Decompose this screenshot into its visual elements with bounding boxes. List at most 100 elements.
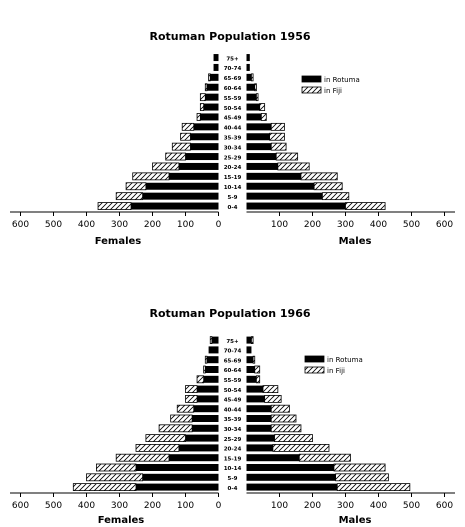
legend-swatch	[304, 355, 325, 363]
legend-label: in Rotuma	[324, 76, 360, 84]
bar-male-in-rotuma	[246, 93, 257, 101]
bar-male-in-fiji	[313, 182, 343, 191]
bar-male-in-fiji	[298, 453, 351, 462]
bar-female-in-rotuma	[190, 133, 219, 141]
legend-swatch	[301, 86, 322, 94]
bar-female-in-fiji	[72, 483, 137, 492]
bar-male-in-rotuma	[246, 73, 252, 81]
bar-male-in-rotuma	[246, 405, 272, 413]
bar-male-in-rotuma	[246, 385, 263, 393]
bar-male-in-rotuma	[246, 415, 272, 422]
bar-male-in-rotuma	[246, 395, 265, 403]
bar-male-in-rotuma	[246, 172, 301, 180]
x-tick-label: 200	[144, 220, 161, 230]
age-group-label: 60-64	[224, 86, 242, 92]
pyramid-1956: Rotuman Population 1956 Females Males 0-…	[10, 30, 455, 247]
bar-male-in-fiji	[345, 202, 386, 210]
legend-swatch	[301, 75, 322, 83]
bar-female-in-rotuma	[213, 54, 219, 62]
age-group-label: 5-9	[228, 195, 238, 201]
bar-male-in-rotuma	[246, 375, 257, 383]
pyramid-1966: Rotuman Population 1966 Females Males 0-…	[10, 307, 455, 526]
bar-male-in-rotuma	[246, 454, 300, 462]
bar-female-in-fiji	[209, 336, 213, 345]
x-tick-label: 400	[78, 220, 95, 230]
bar-male-in-rotuma	[246, 444, 273, 452]
bar-female-in-fiji	[86, 473, 143, 482]
bar-male-in-fiji	[251, 336, 254, 345]
age-group-label: 10-14	[224, 466, 242, 472]
age-group-label: 50-54	[224, 388, 242, 394]
bar-male-in-fiji	[269, 132, 285, 141]
chart-title: Rotuman Population 1966	[149, 307, 310, 320]
bar-female-in-fiji	[199, 103, 205, 111]
bar-male-in-rotuma	[246, 182, 315, 190]
bar-female-in-fiji	[208, 73, 211, 82]
x-tick-label: 600	[12, 220, 29, 230]
bar-female-in-rotuma	[142, 473, 219, 481]
bar-male-in-rotuma	[246, 103, 260, 111]
x-tick-label: 200	[144, 501, 161, 511]
bar-female-in-fiji	[115, 192, 143, 201]
bar-female-in-rotuma	[178, 444, 219, 452]
bar-male-in-rotuma	[246, 113, 262, 121]
bar-male-in-rotuma	[246, 356, 254, 364]
bar-female-in-fiji	[196, 375, 205, 384]
legend-label: in Fiji	[324, 87, 342, 95]
bar-female-in-rotuma	[178, 162, 219, 170]
x-tick-label: 300	[111, 501, 128, 511]
bar-female-in-rotuma	[211, 336, 219, 344]
bar-female-in-rotuma	[210, 73, 219, 81]
bar-male-in-rotuma	[246, 473, 336, 481]
age-group-label: 0-4	[228, 205, 238, 211]
bar-male-in-rotuma	[246, 434, 275, 442]
x-tick-label: 500	[45, 501, 62, 511]
bar-male-in-fiji	[255, 93, 259, 102]
bar-female-in-fiji	[181, 122, 195, 131]
bar-male-in-fiji	[259, 103, 266, 111]
bar-male-in-rotuma	[246, 464, 334, 471]
x-tick-label: 300	[111, 220, 128, 230]
age-group-label: 45-49	[224, 116, 242, 122]
bar-female-in-fiji	[97, 202, 132, 210]
bar-female-in-rotuma	[213, 63, 219, 71]
age-group-label: 40-44	[224, 126, 242, 132]
bar-male-in-rotuma	[246, 202, 346, 210]
age-group-label: 65-69	[224, 358, 242, 364]
x-tick-label: 100	[177, 220, 194, 230]
bar-female-in-fiji	[125, 182, 147, 191]
age-group-label: 70-74	[224, 349, 242, 355]
bar-male-in-fiji	[272, 443, 330, 452]
bar-female-in-fiji	[185, 385, 198, 394]
bar-female-in-fiji	[196, 113, 201, 121]
x-tick-label: 0	[216, 501, 222, 511]
males-axis-label: Males	[339, 515, 372, 526]
age-group-label: 50-54	[224, 106, 242, 112]
bar-male-in-rotuma	[246, 162, 278, 170]
x-tick-label: 100	[271, 220, 288, 230]
age-group-label: 10-14	[224, 185, 242, 191]
age-group-label: 15-19	[224, 456, 242, 462]
females-axis-label: Females	[95, 236, 142, 247]
bar-female-in-rotuma	[185, 434, 219, 442]
bar-female-in-rotuma	[190, 143, 219, 151]
bar-female-in-rotuma	[192, 415, 219, 422]
bar-female-in-rotuma	[205, 93, 219, 101]
bar-male-in-fiji	[270, 414, 297, 423]
bar-female-in-rotuma	[136, 483, 219, 491]
females-axis-label: Females	[98, 515, 145, 526]
bar-male-in-rotuma	[246, 483, 338, 491]
age-group-label: 40-44	[224, 407, 242, 413]
bar-female-in-fiji	[204, 83, 208, 92]
age-group-label: 30-34	[224, 145, 242, 151]
x-tick-label: 600	[12, 501, 29, 511]
bar-female-in-rotuma	[193, 123, 219, 131]
bar-female-in-rotuma	[142, 192, 219, 200]
x-tick-label: 200	[304, 220, 321, 230]
x-tick-label: 600	[436, 220, 453, 230]
bar-male-in-fiji	[270, 142, 287, 151]
bar-male-in-rotuma	[246, 54, 250, 62]
x-tick-label: 500	[403, 220, 420, 230]
x-tick-label: 500	[45, 220, 62, 230]
